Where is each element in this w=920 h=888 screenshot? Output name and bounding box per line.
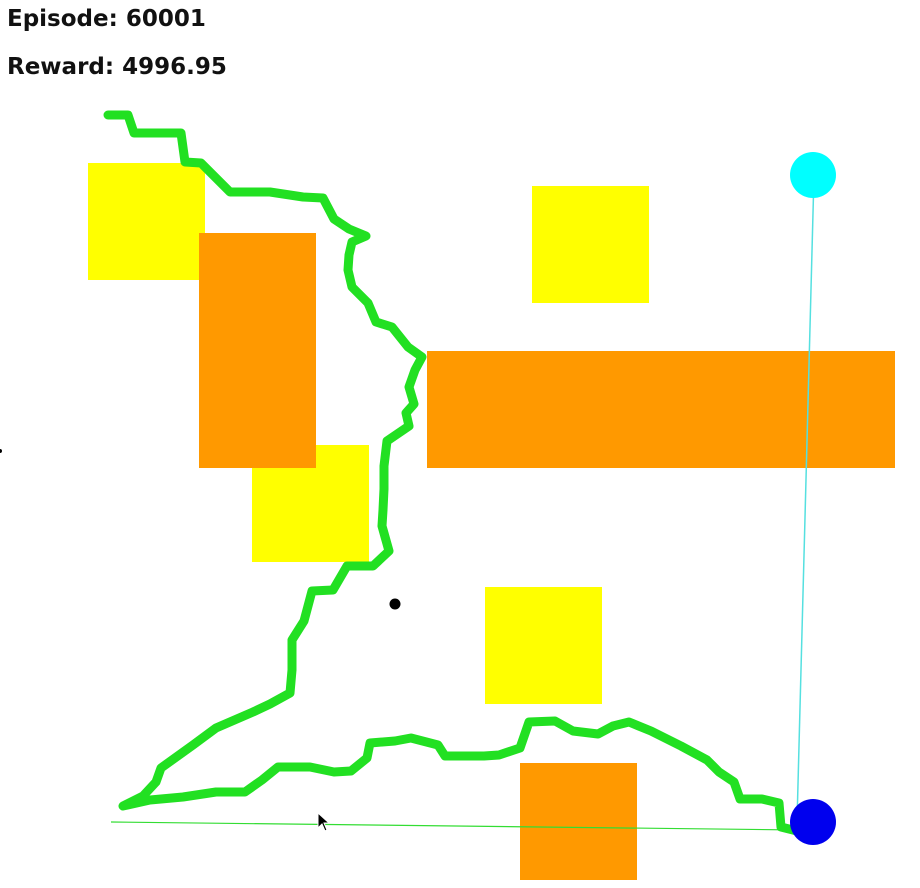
obstacle-yellow	[88, 163, 205, 280]
goal-target	[790, 152, 836, 198]
heading-line	[110, 821, 801, 831]
goal-line	[796, 174, 815, 823]
obstacle-yellow	[485, 587, 602, 704]
obstacle-orange	[520, 763, 637, 880]
obstacle-orange	[427, 351, 895, 468]
reward-readout: Reward: 4996.95	[7, 54, 227, 80]
agent-trajectory	[103, 110, 802, 836]
episode-counter: Episode: 60001	[7, 6, 206, 32]
agent	[790, 799, 836, 845]
edge-marker	[0, 449, 2, 453]
obstacle-orange	[199, 233, 316, 468]
obstacle-yellow	[532, 186, 649, 303]
mouse-pointer-icon	[317, 811, 331, 832]
waypoint-marker	[389, 598, 401, 610]
